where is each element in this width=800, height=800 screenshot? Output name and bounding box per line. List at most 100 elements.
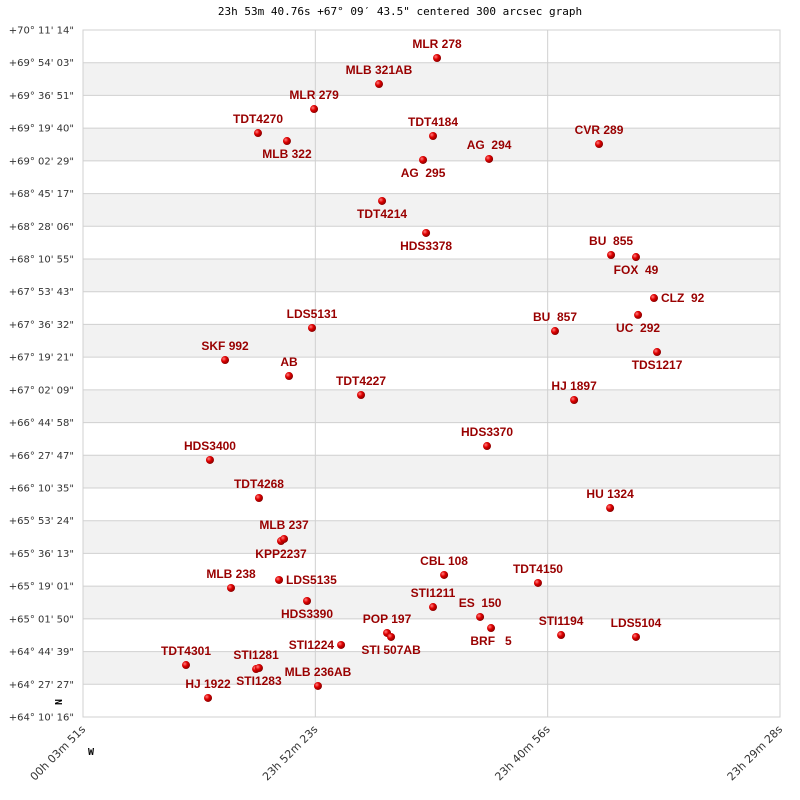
star-label: ES 150 [459, 596, 502, 610]
star-marker[interactable] [429, 603, 438, 612]
band [83, 455, 780, 488]
band [83, 324, 780, 358]
star-marker[interactable] [419, 155, 428, 164]
star-label: STI 507AB [361, 643, 421, 657]
star-marker[interactable] [313, 681, 322, 690]
star-label: CVR 289 [575, 123, 624, 137]
star-marker[interactable] [607, 250, 616, 259]
y-tick-label: +64° 27' 27" [9, 680, 74, 691]
star-label: MLR 279 [289, 88, 339, 102]
data-points [182, 54, 662, 702]
x-axis: 00h 03m 51s 23h 52m 23s 23h 40m 56s 23h 29m… [28, 723, 786, 784]
star-marker[interactable] [634, 310, 643, 319]
star-marker[interactable] [375, 80, 384, 89]
star-label: TDS1217 [632, 358, 683, 372]
x-tick-label: 23h 29m 28s [725, 723, 786, 784]
y-tick-label: +67° 19' 21" [9, 353, 74, 364]
y-tick-label: +67° 02' 09" [9, 385, 74, 396]
star-marker[interactable] [254, 129, 263, 138]
star-marker[interactable] [485, 154, 494, 163]
chart-title: 23h 53m 40.76s +67° 09′ 43.5" centered 3… [217, 5, 583, 18]
star-marker[interactable] [429, 131, 438, 140]
star-label: POP 197 [363, 612, 412, 626]
star-marker[interactable] [204, 693, 213, 702]
star-label: STI1281 [233, 648, 279, 662]
y-tick-label: +66° 44' 58" [9, 418, 74, 429]
star-label: TDT4150 [513, 562, 563, 576]
x-tick-label: 00h 03m 51s [28, 723, 89, 784]
star-marker[interactable] [632, 253, 641, 262]
star-label: STI1211 [411, 586, 456, 600]
y-tick-label: +64° 44' 39" [9, 647, 74, 658]
y-axis: +70° 11' 14" +69° 54' 03" +69° 36' 51" +69°… [9, 26, 74, 724]
star-label: TDT4270 [233, 112, 283, 126]
band [83, 389, 780, 423]
star-label: MLR 278 [412, 37, 462, 51]
band [83, 62, 780, 96]
star-marker[interactable] [387, 632, 396, 641]
star-marker[interactable] [440, 570, 449, 579]
star-marker[interactable] [205, 455, 214, 464]
star-marker[interactable] [357, 390, 366, 399]
star-marker[interactable] [275, 575, 284, 584]
star-label: CLZ 92 [661, 291, 705, 305]
y-tick-label: +64° 10' 16" [9, 713, 74, 724]
y-tick-label: +66° 10' 35" [9, 484, 74, 495]
star-marker[interactable] [310, 105, 319, 114]
y-tick-label: +65° 36' 13" [9, 549, 74, 560]
star-marker[interactable] [533, 578, 542, 587]
star-marker[interactable] [308, 323, 317, 332]
star-label: TDT4184 [408, 115, 458, 129]
star-label: HDS3390 [281, 607, 333, 621]
star-label: LDS5135 [286, 573, 337, 587]
star-marker[interactable] [254, 493, 263, 502]
star-label: LDS5104 [611, 616, 662, 630]
star-marker[interactable] [254, 664, 263, 673]
star-marker[interactable] [280, 534, 289, 543]
star-marker[interactable] [337, 640, 346, 649]
star-marker[interactable] [632, 632, 641, 641]
y-tick-label: +68° 10' 55" [9, 255, 74, 266]
band [83, 259, 780, 292]
star-label: FOX 49 [614, 263, 659, 277]
star-label: AG 294 [467, 138, 512, 152]
band [83, 586, 780, 619]
y-tick-label: +69° 02' 29" [9, 156, 74, 167]
star-label: HDS3400 [184, 439, 236, 453]
star-marker[interactable] [221, 356, 230, 365]
star-label: AG 295 [401, 166, 446, 180]
star-marker[interactable] [483, 442, 492, 451]
star-label: STI1283 [236, 674, 282, 688]
star-marker[interactable] [303, 596, 312, 605]
star-marker[interactable] [557, 631, 566, 640]
star-marker[interactable] [487, 624, 496, 633]
band [83, 520, 780, 554]
y-tick-label: +67° 53' 43" [9, 287, 74, 298]
star-label: CBL 108 [420, 554, 468, 568]
star-marker[interactable] [378, 196, 387, 205]
star-label: MLB 236AB [285, 665, 352, 679]
star-marker[interactable] [595, 139, 604, 148]
y-tick-label: +65° 01' 50" [9, 614, 74, 625]
star-marker[interactable] [476, 612, 485, 621]
star-marker[interactable] [285, 372, 294, 381]
star-label: TDT4268 [234, 477, 284, 491]
star-marker[interactable] [650, 294, 659, 303]
star-marker[interactable] [422, 228, 431, 237]
star-label: HDS3370 [461, 425, 513, 439]
star-marker[interactable] [570, 396, 579, 405]
star-marker[interactable] [653, 348, 662, 357]
grid-lines [83, 29, 780, 718]
star-label: AB [280, 355, 298, 369]
x-tick-label: 23h 40m 56s [492, 723, 553, 784]
star-marker[interactable] [433, 54, 442, 63]
star-label: SKF 992 [201, 339, 249, 353]
y-tick-label: +70° 11' 14" [9, 26, 74, 37]
star-marker[interactable] [551, 327, 560, 336]
star-marker[interactable] [227, 583, 236, 592]
star-marker[interactable] [182, 661, 191, 670]
star-marker[interactable] [282, 137, 291, 146]
star-marker[interactable] [606, 504, 615, 513]
star-label: BU 855 [589, 234, 633, 248]
